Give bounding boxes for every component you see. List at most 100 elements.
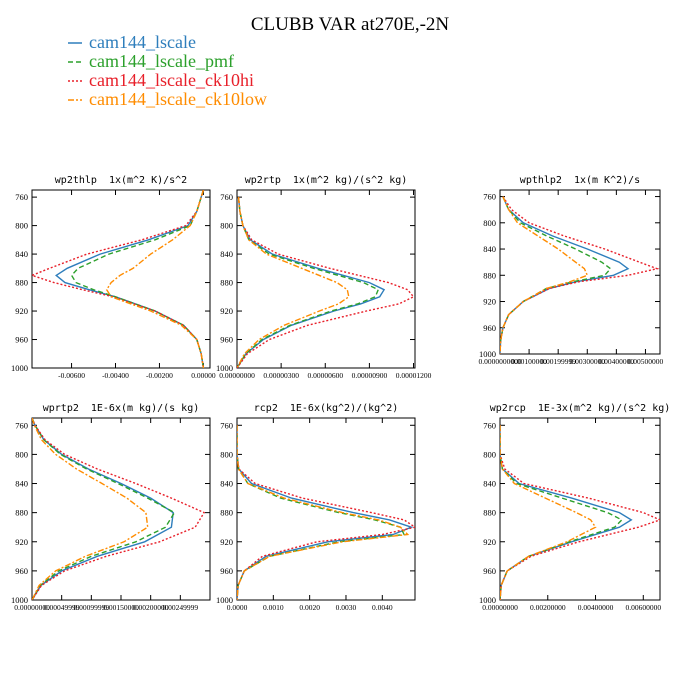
x-tick-label: 0.00000300 <box>263 371 299 380</box>
series-line-cam144_lscale_ck10hi <box>237 197 415 368</box>
y-tick-label: 760 <box>483 192 496 202</box>
y-tick-label: 960 <box>483 323 496 333</box>
panel-wpthlp2: wpthlp2 1x(m K^2)/s 760 800 840 880 920 960 1000… <box>478 175 663 366</box>
x-tick-label: -0.00400 <box>102 371 129 380</box>
x-tick-label: 0.0020 <box>299 603 320 612</box>
series-line-cam144_lscale_ck10low <box>237 425 410 600</box>
y-tick-label: 920 <box>483 297 496 307</box>
x-tick-label: -0.00600 <box>58 371 85 380</box>
panel-title-units: 1x(m K^2)/s <box>574 175 640 186</box>
x-tick-label: -0.00200 <box>146 371 173 380</box>
x-tick-label: 0.00000000 <box>219 371 255 380</box>
legend-entry: cam144_lscale_ck10hi <box>68 70 254 90</box>
series-line-cam144_lscale <box>237 197 386 368</box>
panel-title-units: 1x(m^2 K)/s^2 <box>109 175 187 186</box>
y-tick-label: 840 <box>220 249 233 259</box>
y-tick-label: 1000 <box>11 363 28 373</box>
x-tick-label: 0.0000000000 <box>478 357 521 366</box>
x-tick-label: 0.00150000 <box>103 603 139 612</box>
series-line-cam144_lscale <box>32 418 174 600</box>
x-tick-label: 0.0040 <box>372 603 393 612</box>
x-tick-label: 0.00400000 <box>578 603 614 612</box>
panel-title-variable: wpthlp2 <box>520 175 562 186</box>
y-tick-label: 760 <box>15 192 28 202</box>
y-tick-label: 880 <box>220 508 233 518</box>
panels: wp2thlp 1x(m^2 K)/s^2 760 800 840 880 920 960 10… <box>11 175 670 612</box>
y-tick-label: 760 <box>483 420 496 430</box>
panel-title-variable: rcp2 <box>254 403 278 414</box>
y-tick-label: 800 <box>15 221 28 231</box>
y-tick-label: 1000 <box>479 595 496 605</box>
y-tick-label: 1000 <box>11 595 28 605</box>
x-tick-label: 0.00049999 <box>44 603 80 612</box>
y-tick-label: 920 <box>220 537 233 547</box>
panel-title-units: 1E-3x(m^2 kg)/(s^2 kg) <box>538 403 670 414</box>
series-line-cam144_lscale_ck10low <box>500 425 597 600</box>
panel-title-variable: wp2thlp <box>55 175 97 186</box>
panel-title-units: 1x(m^2 kg)/(s^2 kg) <box>293 175 407 186</box>
plot-frame <box>236 417 416 601</box>
panel-title-variable: wprtp2 <box>43 403 79 414</box>
y-tick-label: 960 <box>220 566 233 576</box>
legend-label: cam144_lscale_pmf <box>89 51 234 71</box>
y-tick-label: 920 <box>15 306 28 316</box>
x-tick-label: 0.00099999 <box>74 603 110 612</box>
y-tick-label: 880 <box>15 278 28 288</box>
series-line-cam144_lscale_ck10hi <box>500 196 660 354</box>
y-tick-label: 960 <box>220 335 233 345</box>
series-line-cam144_lscale_pmf <box>500 425 623 600</box>
series-line-cam144_lscale_pmf <box>237 197 380 368</box>
x-tick-label: 0.00199999 <box>540 357 576 366</box>
x-tick-label: 0.0000 <box>227 603 248 612</box>
legend-label: cam144_lscale_ck10low <box>89 89 267 109</box>
legend: cam144_lscalecam144_lscale_pmfcam144_lsc… <box>68 32 267 109</box>
series-line-cam144_lscale_ck10hi <box>32 190 205 368</box>
x-tick-label: 0.00000 <box>191 371 216 380</box>
y-tick-label: 880 <box>483 270 496 280</box>
x-tick-label: 0.00249999 <box>163 603 199 612</box>
x-tick-label: 0.00000000 <box>482 603 518 612</box>
y-tick-label: 800 <box>483 449 496 459</box>
x-tick-label: 0.0010 <box>263 603 284 612</box>
x-tick-label: 0.00300000 <box>569 357 605 366</box>
plot-frame <box>236 189 416 369</box>
y-tick-label: 880 <box>15 508 28 518</box>
panel-title-variable: wp2rcp <box>490 403 526 414</box>
legend-label: cam144_lscale_ck10hi <box>89 70 254 90</box>
legend-entry: cam144_lscale_ck10low <box>68 89 267 109</box>
series-line-cam144_lscale_ck10low <box>32 418 149 600</box>
y-tick-label: 760 <box>15 420 28 430</box>
panel-title: wp2rcp 1E-3x(m^2 kg)/(s^2 kg) <box>490 403 671 414</box>
series-line-cam144_lscale_pmf <box>70 190 205 368</box>
panel-title-units: 1E-6x(m kg)/(s kg) <box>91 403 199 414</box>
legend-entry: cam144_lscale_pmf <box>68 51 234 71</box>
y-tick-label: 840 <box>15 479 28 489</box>
series-line-cam144_lscale_ck10hi <box>237 425 415 600</box>
y-tick-label: 960 <box>15 335 28 345</box>
y-tick-label: 880 <box>220 278 233 288</box>
x-tick-label: 0.00000900 <box>352 371 388 380</box>
y-tick-label: 1000 <box>479 349 496 359</box>
y-tick-label: 960 <box>15 566 28 576</box>
x-tick-label: 0.00001200 <box>396 371 432 380</box>
y-tick-label: 880 <box>483 508 496 518</box>
y-tick-label: 800 <box>220 221 233 231</box>
x-tick-label: 0.00200000 <box>530 603 566 612</box>
x-tick-label: 0.00000000 <box>14 603 50 612</box>
y-tick-label: 800 <box>483 218 496 228</box>
y-tick-label: 840 <box>15 249 28 259</box>
y-tick-label: 920 <box>483 537 496 547</box>
series-line-cam144_lscale_pmf <box>237 425 406 600</box>
figure-title: CLUBB VAR at270E,-2N <box>251 14 450 35</box>
plot-frame <box>499 417 661 601</box>
x-tick-label: 0.00100000 <box>511 357 547 366</box>
panel-wprtp2: wprtp2 1E-6x(m kg)/(s kg) 760 800 840 880 920 9… <box>11 403 211 612</box>
series-line-cam144_lscale_ck10low <box>237 197 350 368</box>
plot-frame <box>31 189 211 369</box>
series-line-cam144_lscale_ck10hi <box>500 425 660 600</box>
series-line-cam144_lscale_ck10low <box>105 190 205 368</box>
panel-wp2rtp: wp2rtp 1x(m^2 kg)/(s^2 kg) 760 800 840 880 920… <box>216 175 432 380</box>
y-tick-label: 840 <box>483 244 496 254</box>
y-tick-label: 1000 <box>216 363 233 373</box>
y-tick-label: 800 <box>15 449 28 459</box>
